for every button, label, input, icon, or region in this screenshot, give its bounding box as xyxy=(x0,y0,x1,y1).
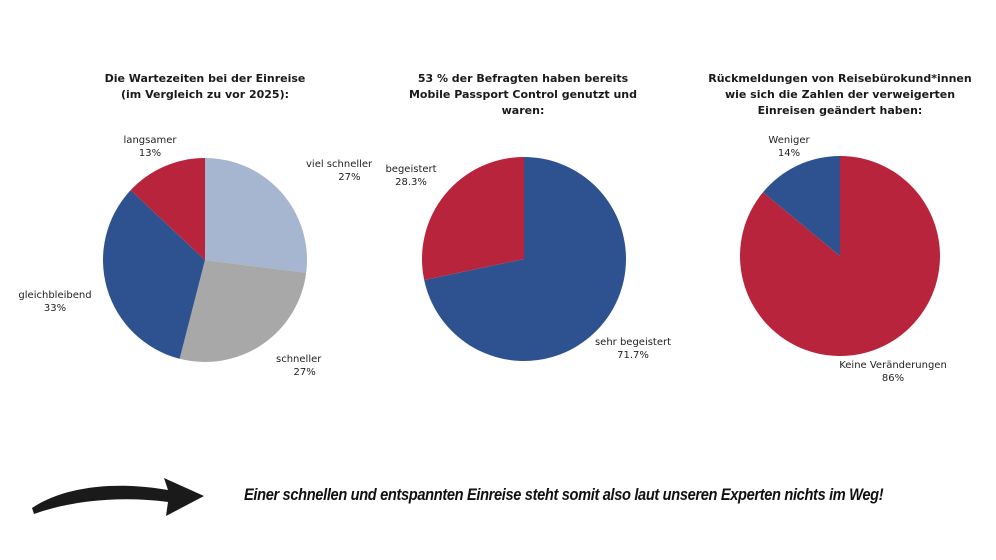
slice-label: Keine Veränderungen xyxy=(839,360,947,371)
pie-slice-schneller xyxy=(179,260,307,362)
slice-value-label: 28.3% xyxy=(395,177,427,188)
slice-label: langsamer xyxy=(124,135,178,146)
slice-label: viel schneller xyxy=(306,159,373,170)
slice-value-label: 27% xyxy=(294,367,316,378)
slice-value-label: 13% xyxy=(139,148,161,159)
pie-slice-begeistert xyxy=(421,157,524,280)
slice-value-label: 71.7% xyxy=(617,350,649,361)
slice-label: begeistert xyxy=(385,164,436,175)
chart-3-title: Rückmeldungen von Reisebürokund*innen wi… xyxy=(708,72,972,117)
pie-slice-sehr-begeistert xyxy=(424,157,626,362)
slice-value-label: 33% xyxy=(44,303,66,314)
pie-charts: viel schneller 27% schneller 27% gleichbleib… xyxy=(18,135,947,384)
slice-label: schneller xyxy=(276,354,322,365)
slice-value-label: 14% xyxy=(778,148,800,159)
slice-label: gleichbleibend xyxy=(18,290,91,301)
chart-1-title: Die Wartezeiten bei der Einreise (im Ver… xyxy=(104,72,306,101)
pie-chart-mobile-passport: sehr begeistert 71.7% begeistert 28.3% xyxy=(385,157,671,362)
chart-2-title: 53 % der Befragten haben bereits Mobile … xyxy=(408,72,638,117)
slice-label: sehr begeistert xyxy=(595,337,671,348)
pie-slice-langsamer xyxy=(130,158,205,260)
pie-slice-weniger xyxy=(762,156,840,256)
arrow-right-brush-icon xyxy=(32,478,204,516)
slice-value-label: 27% xyxy=(338,172,360,183)
pie-slice-viel-schneller xyxy=(205,158,307,273)
pie-chart-wartezeiten: viel schneller 27% schneller 27% gleichbleib… xyxy=(18,135,373,378)
pie-slice-keine-veränderungen xyxy=(739,156,940,356)
slice-label: Weniger xyxy=(768,135,810,146)
footer-statement: Einer schnellen und entspannten Einreise… xyxy=(244,485,884,504)
slice-value-label: 86% xyxy=(882,373,904,384)
pie-chart-einreisen: Keine Veränderungen 86% Weniger 14% xyxy=(739,135,947,384)
pie-slice-gleichbleibend xyxy=(103,190,205,359)
